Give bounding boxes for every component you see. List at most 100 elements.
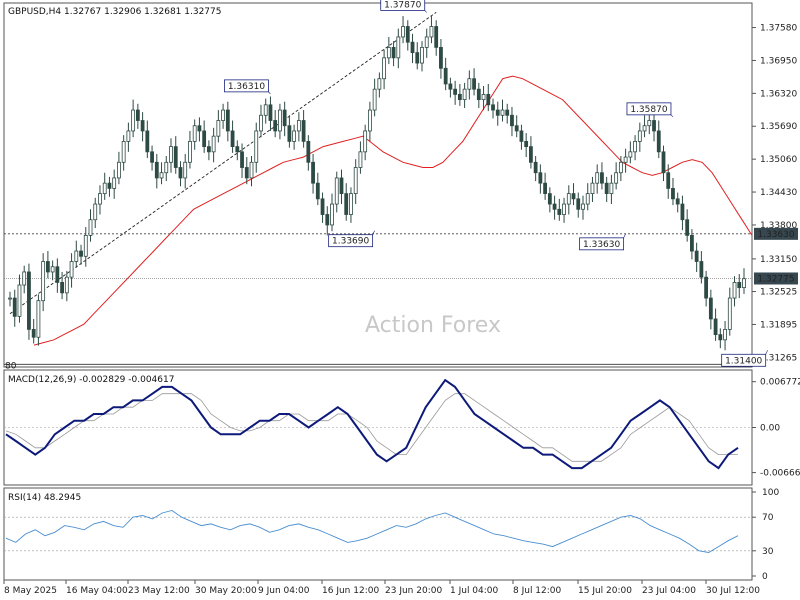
candle-body (462, 88, 467, 101)
candle-body (150, 151, 154, 163)
x-tick-label: 23 May 12:00 (128, 586, 190, 596)
candle-body (45, 261, 50, 273)
macd-signal-line (5, 393, 738, 462)
candle-body (576, 198, 581, 210)
candle-body (31, 328, 36, 338)
candle-body (476, 88, 481, 101)
rsi-tick-label: 100 (762, 488, 779, 498)
candle-body (680, 203, 685, 221)
candle-body (330, 203, 334, 226)
candle-body (254, 130, 259, 163)
candle-body (74, 250, 79, 262)
price-tick-label: 1.36950 (760, 56, 797, 66)
candle-body (202, 130, 207, 148)
candle-body (514, 125, 519, 132)
candle-body (17, 284, 22, 317)
candle-body (126, 130, 131, 142)
candle-body (140, 120, 145, 132)
candle-body (244, 167, 249, 179)
candle-body (382, 57, 387, 80)
candle-body (547, 193, 552, 205)
candle-body (666, 172, 671, 189)
candle-body (495, 109, 500, 116)
candle-body (623, 156, 628, 163)
candle-body (491, 104, 495, 111)
candle-body (325, 214, 330, 226)
candle-body (590, 182, 595, 195)
candle-body (287, 125, 292, 142)
price-title: GBPUSD,H4 1.32767 1.32906 1.32681 1.3277… (8, 7, 221, 17)
candle-body (131, 109, 136, 132)
candle-body (102, 182, 107, 195)
price-annotation-label: 1.35870 (630, 105, 667, 115)
candle-body (429, 26, 434, 38)
candle-body (391, 46, 396, 59)
candle-body (306, 140, 311, 163)
price-tick-label: 1.35060 (760, 155, 797, 165)
candle-body (273, 120, 278, 132)
candle-body (263, 104, 268, 116)
candle-body (145, 130, 150, 153)
candle-body (339, 177, 344, 195)
rsi-tick-label: 0 (762, 572, 768, 582)
candle-body (112, 177, 117, 189)
candle-body (718, 334, 723, 341)
candle-body (486, 93, 491, 106)
candle-body (519, 130, 524, 142)
price-tick-label: 1.37580 (760, 24, 797, 34)
x-axis: 8 May 2025 16 May 04:00 23 May 12:00 30 May… (3, 580, 760, 596)
candle-body (135, 109, 140, 121)
candle-body (401, 26, 405, 38)
left-edge-label: 80 (5, 361, 17, 371)
price-tick-label: 1.36320 (760, 89, 797, 99)
candle-body (372, 88, 377, 111)
price-tag-label: 1.33630 (757, 230, 794, 240)
candle-body (386, 46, 391, 59)
price-annotation-box (224, 79, 269, 93)
rsi-tick-label: 70 (762, 513, 774, 523)
candle-body (292, 130, 297, 142)
x-tick-label: 30 Jul 12:00 (706, 586, 760, 596)
candle-body (178, 167, 183, 179)
candle-body (344, 193, 349, 215)
candle-body (633, 140, 637, 153)
candle-body (500, 109, 505, 116)
candle-body (83, 234, 88, 257)
candle-body (671, 187, 675, 200)
candle-body (353, 167, 358, 195)
candle-body (742, 278, 746, 289)
candle-body (117, 161, 121, 179)
rsi-line (5, 510, 739, 553)
candle-body (36, 300, 41, 338)
candle-body (107, 182, 112, 189)
candle-body (457, 93, 462, 101)
candle-body (60, 281, 64, 294)
candle-body (538, 172, 543, 184)
candle-body (557, 208, 562, 215)
candle-body (609, 182, 614, 195)
candle-body (585, 193, 590, 205)
price-annotation-box (579, 237, 625, 251)
candle-body (552, 203, 557, 210)
candle-body (604, 182, 609, 195)
price-annotation-label: 1.33630 (583, 240, 620, 250)
rsi-pane: RSI(14) 48.2945 100 70 30 0 (4, 488, 779, 582)
price-annotation-box (328, 234, 374, 248)
candle-body (349, 193, 353, 215)
candle-body (315, 182, 320, 200)
price-tag-label: 1.32775 (757, 274, 794, 284)
candle-body (188, 140, 192, 163)
price-annotation-label: 1.33690 (332, 237, 369, 247)
price-tick-label: 1.33800 (760, 221, 797, 231)
candle-body (704, 276, 709, 299)
candle-body (69, 261, 74, 278)
macd-tick-label: 0.006772 (760, 378, 800, 388)
candle-body (358, 151, 363, 168)
candle-body (732, 281, 737, 299)
candle-body (169, 146, 173, 163)
candle-body (98, 193, 102, 205)
candle-body (637, 130, 642, 142)
candle-body (249, 161, 254, 179)
candle-body (159, 172, 164, 179)
